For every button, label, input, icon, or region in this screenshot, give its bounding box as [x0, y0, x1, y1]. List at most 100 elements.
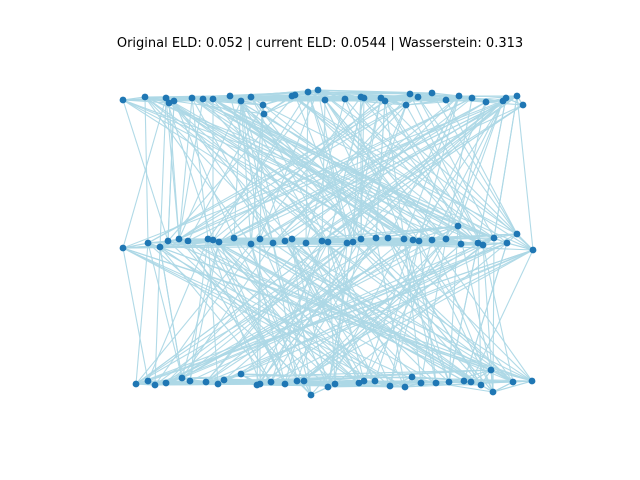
graph-node-bottom [489, 388, 497, 396]
graph-node-top [199, 95, 207, 103]
graph-edge [344, 98, 405, 240]
graph-edge [122, 99, 348, 244]
graph-edge [360, 96, 479, 244]
graph-edge [122, 99, 389, 239]
graph-node-bottom [162, 379, 170, 387]
graph-edge [294, 94, 447, 240]
graph-edge [187, 240, 482, 386]
graph-edge [178, 238, 312, 396]
graph-edge [229, 95, 479, 244]
graph-node-top [259, 101, 267, 109]
graph-node-top [314, 86, 322, 94]
graph-node-top [468, 94, 476, 102]
graph-node-bottom [360, 377, 368, 385]
graph-edge [463, 242, 508, 382]
graph-node-bottom [386, 382, 394, 390]
graph-node-middle [372, 234, 380, 242]
graph-edge [165, 97, 180, 240]
graph-edge [457, 225, 492, 371]
figure-title: Original ELD: 0.052 | current ELD: 0.054… [116, 36, 524, 51]
graph-node-middle [513, 230, 521, 238]
graph-node-bottom [220, 376, 228, 384]
graph-edge [327, 97, 365, 243]
graph-edge [291, 238, 312, 396]
graph-edge [272, 242, 482, 386]
graph-node-bottom [300, 377, 308, 385]
graph-edge [122, 247, 422, 384]
graph-edge [212, 98, 323, 242]
graph-edge [317, 89, 508, 244]
graph-edge [256, 237, 377, 386]
graph-node-middle [343, 239, 351, 247]
graph-node-middle [357, 235, 365, 243]
graph-node-middle [442, 235, 450, 243]
graph-edge [417, 96, 495, 239]
graph-node-bottom [256, 380, 264, 388]
graph-node-middle [144, 239, 152, 247]
graph-edge [233, 101, 487, 239]
graph-edge [218, 95, 518, 243]
graph-node-bottom [460, 377, 468, 385]
graph-node-middle [349, 238, 357, 246]
graph-edge [178, 96, 419, 240]
graph-edge [270, 238, 362, 383]
graph-edge [165, 97, 354, 243]
graph-node-top [428, 89, 436, 97]
graph-edge [144, 96, 149, 244]
graph-node-middle [247, 240, 255, 248]
graph-edge [516, 95, 534, 251]
graph-node-bottom [281, 380, 289, 388]
graph-edge [122, 247, 149, 382]
graph-node-middle [156, 243, 164, 251]
graph-node-bottom [445, 378, 453, 386]
graph-edge [233, 104, 524, 239]
graph-node-bottom [331, 380, 339, 388]
graph-node-middle [230, 234, 238, 242]
graph-node-middle [503, 239, 511, 247]
graph-edge [218, 101, 487, 243]
graph-node-top [119, 96, 127, 104]
graph-edge [360, 238, 494, 393]
graph-node-middle [281, 237, 289, 245]
graph-edge [165, 240, 420, 384]
graph-edge [187, 240, 272, 383]
graph-edge [259, 89, 319, 240]
graph-edge [418, 240, 494, 393]
graph-edge [191, 97, 377, 239]
graph-node-bottom [432, 379, 440, 387]
graph-node-middle [302, 239, 310, 247]
graph-edge [321, 240, 533, 382]
graph-edge [417, 96, 518, 235]
graph-edge [389, 240, 420, 387]
graph-edge [147, 96, 419, 244]
graph-edge [409, 93, 484, 246]
graph-edge [212, 98, 459, 227]
graph-edge [492, 380, 533, 393]
graph-edge [384, 100, 534, 251]
graph-edge [493, 95, 518, 239]
graph-node-bottom [132, 380, 140, 388]
graph-edge [229, 95, 389, 239]
graph-node-bottom [528, 377, 536, 385]
graph-node-middle [288, 235, 296, 243]
graph-node-top [209, 95, 217, 103]
graph-edge [250, 104, 264, 245]
graph-edge [445, 97, 473, 240]
graph-edge [240, 100, 252, 245]
graph-edge [307, 91, 354, 243]
graph-node-top [141, 93, 149, 101]
graph-edge [389, 239, 433, 387]
graph-edge [284, 240, 376, 382]
graph-edge [165, 97, 293, 240]
graph-node-bottom [477, 381, 485, 389]
graph-edge [122, 97, 167, 249]
graph-node-middle [269, 239, 277, 247]
graph-node-top [304, 88, 312, 96]
graph-node-middle [318, 237, 326, 245]
graph-edge [159, 97, 167, 248]
graph-node-middle [164, 237, 172, 245]
graph-edge [135, 382, 167, 385]
graph-edge [334, 242, 508, 385]
graph-node-middle [479, 241, 487, 249]
graph-edge [189, 241, 220, 382]
